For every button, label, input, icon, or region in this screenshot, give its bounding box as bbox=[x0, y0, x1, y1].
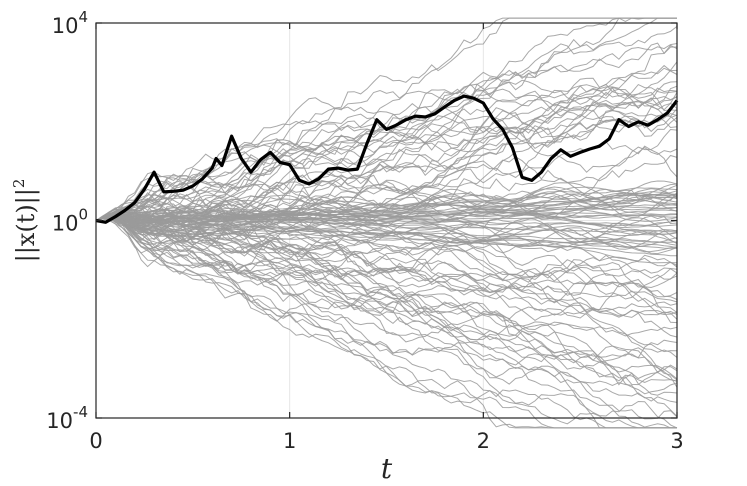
background-series-line bbox=[95, 26, 678, 221]
background-series-group bbox=[95, 17, 678, 429]
background-series-line bbox=[95, 212, 678, 429]
background-series-line bbox=[95, 217, 678, 380]
background-series-line bbox=[95, 217, 677, 429]
background-series-line bbox=[95, 79, 678, 221]
background-series-line bbox=[95, 64, 678, 226]
x-axis-label: t bbox=[381, 452, 393, 485]
background-series-line bbox=[95, 216, 678, 237]
x-tick-label: 3 bbox=[670, 429, 683, 453]
y-tick-labels: 10-4 100 104 bbox=[46, 8, 88, 433]
background-series-line bbox=[95, 216, 678, 300]
background-series-line bbox=[95, 217, 677, 429]
background-series-line bbox=[95, 154, 678, 227]
background-series-line bbox=[95, 217, 678, 268]
background-series-line bbox=[95, 215, 678, 249]
background-series-line bbox=[95, 17, 677, 221]
background-series-line bbox=[95, 217, 677, 429]
background-series-line bbox=[95, 215, 678, 248]
background-series-line bbox=[95, 217, 677, 429]
background-series-line bbox=[95, 99, 678, 221]
background-series-line bbox=[95, 217, 678, 304]
x-tick-label: 2 bbox=[477, 429, 490, 453]
background-series-line bbox=[95, 61, 678, 221]
y-axis-label-main: ||x(t)|| bbox=[12, 188, 41, 262]
background-series-line bbox=[95, 216, 678, 420]
background-series-line bbox=[95, 215, 678, 324]
y-tick-label: 104 bbox=[52, 8, 88, 38]
highlight-series-group bbox=[95, 94, 679, 224]
y-axis-label-superscript: 2 bbox=[10, 179, 28, 189]
background-series-line bbox=[95, 192, 678, 237]
y-tick-label: 100 bbox=[52, 206, 88, 236]
background-series-line bbox=[95, 215, 678, 313]
background-series-line bbox=[95, 215, 678, 233]
background-series-line bbox=[95, 211, 678, 338]
background-series-line bbox=[95, 217, 678, 386]
background-series-line bbox=[95, 217, 678, 316]
background-series-line bbox=[95, 217, 677, 429]
background-series-line bbox=[95, 67, 678, 223]
background-series-line bbox=[95, 140, 678, 221]
background-series-line bbox=[95, 42, 678, 221]
x-tick-labels: 0 1 2 3 bbox=[89, 429, 683, 453]
tick-marks bbox=[95, 22, 678, 419]
background-series-line bbox=[95, 207, 678, 388]
background-series-line bbox=[95, 92, 678, 221]
highlight-series-line bbox=[95, 94, 679, 224]
background-series-line bbox=[95, 194, 678, 225]
background-series-line bbox=[95, 217, 678, 380]
y-axis-label: ||x(t)||2 bbox=[10, 179, 41, 263]
background-series-line bbox=[95, 87, 678, 221]
y-tick-label: 10-4 bbox=[46, 403, 88, 433]
background-series-line bbox=[95, 216, 678, 396]
background-series-line bbox=[95, 218, 678, 417]
x-tick-label: 1 bbox=[283, 429, 296, 453]
background-series-line bbox=[95, 95, 678, 221]
x-tick-label: 0 bbox=[89, 429, 102, 453]
